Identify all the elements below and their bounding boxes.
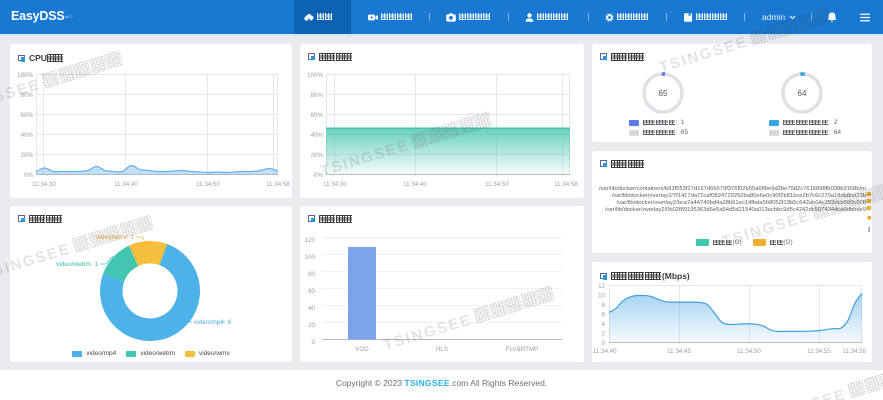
svg-text:11:34:58: 11:34:58 xyxy=(842,348,866,355)
svg-text:11:34:50: 11:34:50 xyxy=(485,181,509,188)
svg-text:11:34:30: 11:34:30 xyxy=(32,181,56,188)
svg-text:2: 2 xyxy=(602,331,606,338)
svg-text:100%: 100% xyxy=(17,72,33,79)
svg-text:40%: 40% xyxy=(311,132,324,139)
svg-text:80%: 80% xyxy=(311,92,324,99)
svg-text:8: 8 xyxy=(602,302,606,309)
svg-text:20: 20 xyxy=(308,322,315,329)
svg-text:20%: 20% xyxy=(311,152,324,159)
svg-text:video/wmv: 1: video/wmv: 1 xyxy=(96,234,134,241)
svg-text:11:34:58: 11:34:58 xyxy=(554,181,578,188)
svg-text:11:34:58: 11:34:58 xyxy=(266,181,290,188)
svg-text:FLV&RTMP: FLV&RTMP xyxy=(506,346,538,353)
svg-text:60%: 60% xyxy=(311,112,324,119)
svg-text:11:34:30: 11:34:30 xyxy=(323,181,347,188)
svg-text:4: 4 xyxy=(602,321,606,328)
svg-text:0: 0 xyxy=(602,340,606,347)
svg-text:11:34:40: 11:34:40 xyxy=(593,348,617,355)
svg-text:100%: 100% xyxy=(307,72,323,79)
svg-text:6: 6 xyxy=(602,312,606,319)
svg-text:40: 40 xyxy=(308,305,315,312)
svg-text:11:34:50: 11:34:50 xyxy=(196,181,220,188)
svg-text:0%: 0% xyxy=(24,172,33,179)
svg-text:0%: 0% xyxy=(314,172,323,179)
svg-text:12: 12 xyxy=(598,283,605,290)
svg-text:60: 60 xyxy=(308,288,315,295)
svg-text:20%: 20% xyxy=(21,152,34,159)
svg-text:64: 64 xyxy=(798,89,807,98)
svg-text:10: 10 xyxy=(598,293,605,300)
svg-text:80%: 80% xyxy=(21,92,34,99)
svg-text:11:34:40: 11:34:40 xyxy=(403,181,427,188)
svg-text:VOD: VOD xyxy=(355,346,369,353)
svg-text:65: 65 xyxy=(659,89,668,98)
svg-text:11:34:50: 11:34:50 xyxy=(737,348,761,355)
svg-text:video/webm: 1: video/webm: 1 xyxy=(56,261,98,268)
svg-text:60%: 60% xyxy=(21,112,34,119)
svg-text:11:34:45: 11:34:45 xyxy=(667,348,691,355)
svg-text:HLS: HLS xyxy=(436,346,448,353)
svg-text:11:34:40: 11:34:40 xyxy=(114,181,138,188)
svg-text:80: 80 xyxy=(308,271,315,278)
svg-text:100: 100 xyxy=(305,254,316,261)
svg-text:0: 0 xyxy=(312,339,316,346)
svg-text:11:34:55: 11:34:55 xyxy=(807,348,831,355)
svg-text:120: 120 xyxy=(305,237,316,244)
svg-text:40%: 40% xyxy=(21,132,34,139)
svg-text:video/mp4: 6: video/mp4: 6 xyxy=(194,319,232,326)
